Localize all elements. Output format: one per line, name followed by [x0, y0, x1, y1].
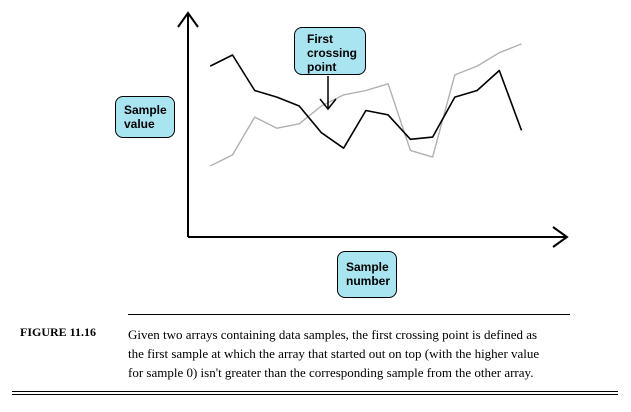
crossing-annotation-line: point	[307, 60, 337, 74]
figure-caption: Given two arrays containing data samples…	[128, 325, 608, 382]
x-axis-arrowhead	[552, 226, 569, 248]
crossing-arrow-head	[319, 98, 337, 111]
crossing-annotation-line: First	[307, 32, 334, 46]
series-layer	[209, 43, 523, 167]
caption-line: for sample 0) isn't greater than the cor…	[128, 365, 534, 380]
y-axis-label: Sample value	[115, 96, 175, 138]
caption-line: Given two arrays containing data samples…	[128, 327, 538, 342]
x-axis	[188, 226, 569, 248]
crossing-arrow	[319, 76, 337, 111]
caption-divider	[128, 314, 570, 315]
caption-line: the first sample at which the array that…	[128, 346, 540, 361]
x-axis-label-line: number	[346, 274, 391, 288]
x-axis-label-line: Sample	[346, 260, 389, 274]
y-axis-label-line: value	[124, 117, 155, 131]
crossing-annotation-line: crossing	[307, 46, 358, 60]
y-axis-arrowhead	[177, 11, 199, 28]
page-rule	[12, 394, 618, 395]
y-axis-label-line: Sample	[124, 103, 167, 117]
y-axis	[177, 11, 199, 237]
series-line-2	[209, 43, 522, 167]
crossing-annotation: First crossing point	[294, 27, 366, 75]
series-line-1	[209, 54, 523, 149]
x-axis-label: Sample number	[337, 251, 397, 298]
figure-label: FIGURE 11.16	[20, 325, 97, 339]
page-rule	[12, 391, 618, 392]
